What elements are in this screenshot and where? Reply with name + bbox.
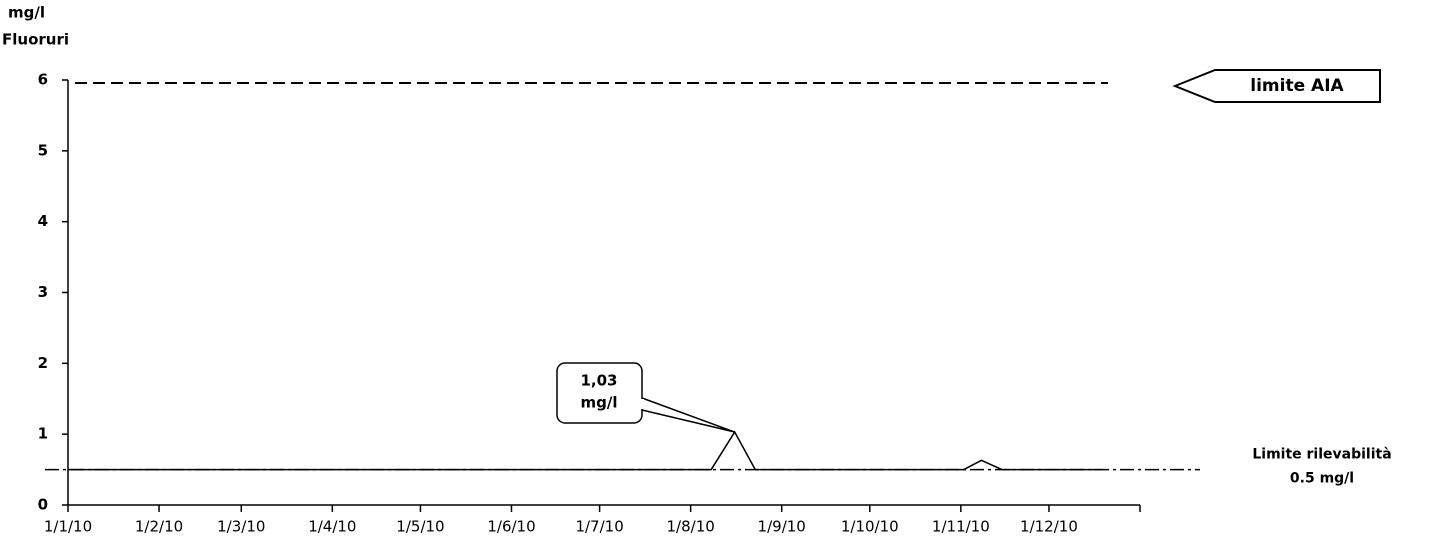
x-tick-label: 1/12/10 bbox=[1020, 518, 1078, 536]
y-tick-label: 1 bbox=[38, 425, 48, 443]
y-tick-label: 3 bbox=[38, 283, 48, 301]
limit-label-box bbox=[1172, 69, 1381, 103]
x-tick-label: 1/4/10 bbox=[308, 518, 356, 536]
x-tick-label: 1/9/10 bbox=[758, 518, 806, 536]
y-tick-label: 0 bbox=[38, 496, 48, 514]
x-tick-label: 1/8/10 bbox=[667, 518, 715, 536]
x-tick-label: 1/5/10 bbox=[396, 518, 444, 536]
x-tick-label: 1/7/10 bbox=[575, 518, 623, 536]
detection-label: Limite rilevabilità bbox=[1252, 447, 1391, 463]
x-tick-label: 1/1/10 bbox=[44, 518, 92, 536]
limit-label: limite AIA bbox=[1250, 76, 1344, 96]
callout-box bbox=[556, 362, 643, 424]
x-tick-label: 1/11/10 bbox=[932, 518, 990, 536]
x-tick-label: 1/2/10 bbox=[135, 518, 183, 536]
callout-text: mg/l bbox=[581, 394, 618, 412]
callout-text: 1,03 bbox=[580, 372, 617, 390]
y-tick-label: 4 bbox=[38, 212, 48, 230]
callout-gap bbox=[640, 399, 644, 409]
detection-label: 0.5 mg/l bbox=[1290, 471, 1354, 487]
series-line bbox=[68, 430, 1102, 471]
y-tick-label: 6 bbox=[38, 71, 48, 89]
x-tick-label: 1/3/10 bbox=[217, 518, 265, 536]
y-unit: mg/l bbox=[8, 4, 45, 22]
y-label: Fluoruri bbox=[2, 31, 69, 49]
y-tick-label: 2 bbox=[38, 354, 48, 372]
x-tick-label: 1/10/10 bbox=[841, 518, 899, 536]
callout-pointer bbox=[641, 397, 735, 433]
x-tick-label: 1/6/10 bbox=[487, 518, 535, 536]
y-tick-label: 5 bbox=[38, 141, 48, 159]
